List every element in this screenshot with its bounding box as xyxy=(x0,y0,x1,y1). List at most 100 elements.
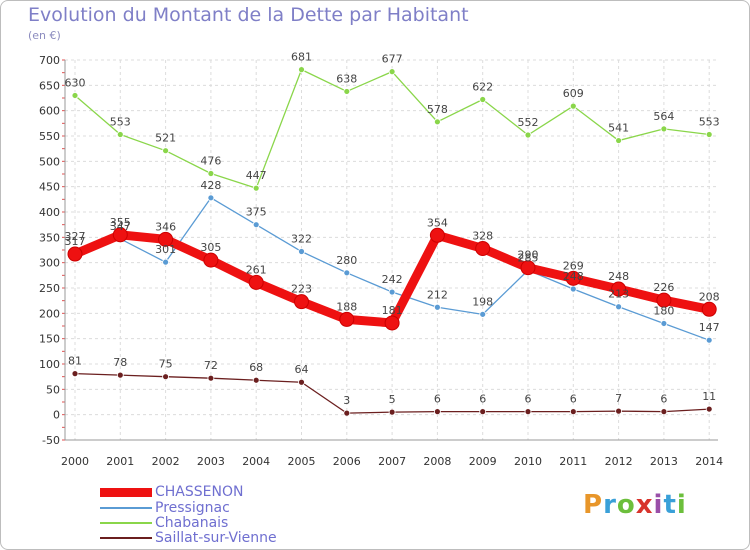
data-point xyxy=(429,227,445,243)
data-label: 198 xyxy=(472,295,493,308)
data-label: 78 xyxy=(113,356,127,369)
data-label: 6 xyxy=(479,393,486,406)
data-point xyxy=(162,147,170,155)
x-tick-label: 2012 xyxy=(605,455,633,468)
data-label: 261 xyxy=(246,263,267,276)
data-point xyxy=(656,292,672,308)
data-label: 609 xyxy=(563,87,584,100)
data-label: 552 xyxy=(518,116,539,129)
data-point xyxy=(116,371,124,379)
x-tick-label: 2004 xyxy=(242,455,270,468)
data-label: 301 xyxy=(155,243,176,256)
data-point xyxy=(660,408,668,416)
data-point xyxy=(343,88,351,95)
y-tick-label: 150 xyxy=(39,333,60,346)
data-point xyxy=(520,260,536,276)
data-point xyxy=(343,269,351,277)
data-point xyxy=(705,336,713,344)
data-point xyxy=(162,373,170,381)
data-label: 280 xyxy=(336,254,357,267)
data-label: 347 xyxy=(110,220,131,233)
data-label: 269 xyxy=(563,259,584,272)
data-point xyxy=(615,407,622,415)
data-label: 7 xyxy=(615,392,622,405)
data-label: 213 xyxy=(608,288,629,301)
chart-subtitle: (en €) xyxy=(28,29,61,42)
legend-label-chassenon: CHASSENON xyxy=(155,484,244,500)
logo-letter: x xyxy=(635,490,654,520)
data-point xyxy=(565,270,581,286)
y-tick-label: 450 xyxy=(39,181,60,194)
data-point xyxy=(294,294,309,310)
data-label: 638 xyxy=(336,72,357,85)
y-tick-label: 100 xyxy=(39,358,60,371)
data-label: 248 xyxy=(563,270,584,283)
y-tick-label: 550 xyxy=(39,130,60,143)
data-point xyxy=(207,194,215,202)
data-label: 317 xyxy=(65,235,86,248)
data-label: 212 xyxy=(427,288,448,301)
data-point xyxy=(611,281,627,297)
x-tick-label: 2001 xyxy=(106,455,134,468)
logo-letter: r xyxy=(603,490,617,520)
data-point xyxy=(384,315,400,331)
data-point xyxy=(203,252,219,268)
data-point xyxy=(162,258,170,266)
logo-letter: P xyxy=(583,490,604,520)
data-point xyxy=(479,96,487,103)
logo-letter: i xyxy=(676,490,687,520)
data-label: 81 xyxy=(68,355,82,368)
legend-swatch-saillat xyxy=(100,537,152,539)
legend-item-chabanais: Chabanais xyxy=(100,515,228,531)
data-point xyxy=(252,184,260,192)
data-point xyxy=(67,246,83,262)
data-label: 541 xyxy=(608,122,629,135)
y-tick-label: 700 xyxy=(39,54,60,67)
x-tick-label: 2010 xyxy=(514,455,542,468)
data-point xyxy=(705,131,713,138)
legend-item-saillat: Saillat-sur-Vienne xyxy=(100,530,277,546)
data-point xyxy=(524,131,532,139)
data-point xyxy=(615,303,622,311)
data-point xyxy=(615,137,622,144)
y-tick-label: 200 xyxy=(39,307,60,320)
legend-label-pressignac: Pressignac xyxy=(155,500,230,516)
data-point xyxy=(388,68,396,76)
y-tick-label: 600 xyxy=(39,105,60,118)
data-point xyxy=(433,408,441,416)
y-tick-label: 300 xyxy=(39,257,60,270)
data-label: 355 xyxy=(110,216,131,229)
data-label: 521 xyxy=(155,132,176,145)
data-point xyxy=(660,320,668,327)
legend-item-chassenon: CHASSENON xyxy=(100,484,243,500)
data-label: 354 xyxy=(427,216,448,229)
data-point xyxy=(298,248,305,255)
legend-item-pressignac: Pressignac xyxy=(100,500,230,516)
data-label: 346 xyxy=(155,220,176,233)
legend-label-saillat: Saillat-sur-Vienne xyxy=(155,530,277,546)
data-point xyxy=(660,125,668,133)
proxiti-logo: Proxiti xyxy=(583,490,687,520)
y-tick-label: -50 xyxy=(42,434,60,447)
data-label: 5 xyxy=(389,393,396,406)
data-label: 553 xyxy=(110,115,131,128)
data-label: 188 xyxy=(336,300,357,313)
x-tick-label: 2008 xyxy=(423,455,451,468)
x-tick-label: 2005 xyxy=(288,455,316,468)
data-point xyxy=(433,303,441,311)
logo-letter: t xyxy=(663,490,677,520)
legend-label-chabanais: Chabanais xyxy=(155,515,229,531)
data-label: 622 xyxy=(472,81,493,94)
data-label: 290 xyxy=(518,249,539,262)
data-point xyxy=(207,170,215,177)
data-point xyxy=(207,374,215,382)
data-label: 285 xyxy=(518,251,539,264)
data-label: 578 xyxy=(427,103,448,116)
data-label: 6 xyxy=(570,393,577,406)
y-tick-label: 500 xyxy=(39,155,60,168)
data-label: 428 xyxy=(200,179,221,192)
data-label: 223 xyxy=(291,283,312,296)
x-tick-label: 2003 xyxy=(197,455,225,468)
data-label: 681 xyxy=(291,51,312,64)
